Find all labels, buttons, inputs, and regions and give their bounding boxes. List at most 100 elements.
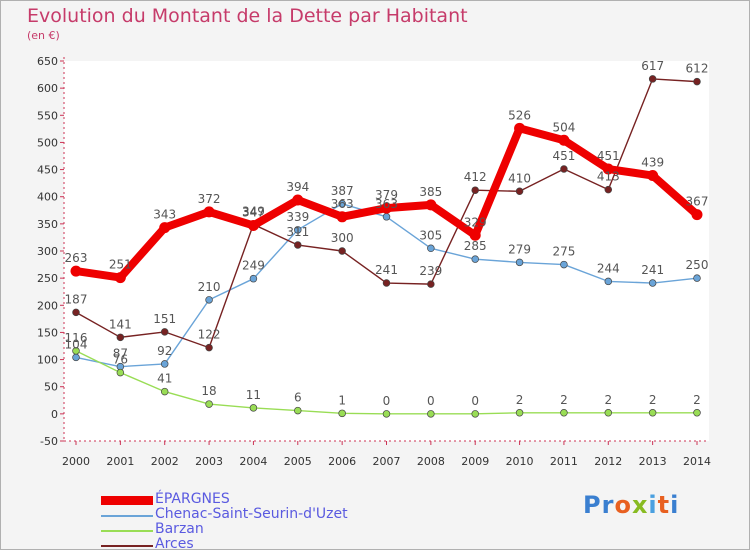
data-label: 285 (464, 239, 487, 253)
data-point (604, 277, 613, 286)
x-tick-label: 2007 (373, 455, 401, 468)
logo-letter: i (670, 491, 680, 519)
data-label: 11 (246, 388, 261, 402)
data-point (72, 308, 80, 317)
data-label: 141 (109, 317, 132, 331)
data-point (160, 328, 169, 336)
data-point (648, 75, 657, 83)
data-label: 41 (157, 372, 172, 386)
legend-swatch (101, 530, 153, 532)
x-tick-label: 2006 (328, 455, 356, 468)
legend-swatch (101, 545, 153, 547)
data-label: 451 (597, 149, 620, 163)
data-point (560, 165, 568, 173)
chart-unit: (en €) (27, 29, 60, 42)
data-point (382, 279, 391, 287)
y-tick-label: 50 (44, 381, 58, 394)
data-label: 504 (552, 120, 575, 134)
data-point (604, 409, 613, 417)
data-label: 367 (686, 195, 709, 209)
y-tick-label: 100 (37, 354, 58, 367)
data-point (469, 229, 481, 241)
data-point (427, 280, 435, 288)
data-label: 241 (375, 263, 398, 277)
data-point (72, 347, 80, 355)
data-point (427, 410, 435, 418)
data-point (515, 258, 524, 267)
data-point (515, 187, 524, 196)
data-label: 122 (198, 328, 221, 342)
data-label: 6 (294, 391, 302, 405)
y-tick-label: 650 (37, 55, 58, 68)
data-point (427, 244, 435, 253)
data-point (602, 163, 614, 175)
data-label: 394 (286, 180, 309, 194)
data-label: 305 (419, 228, 442, 242)
plot-area (64, 61, 709, 441)
data-point (338, 409, 346, 418)
x-tick-label: 2000 (62, 455, 90, 468)
data-label: 347 (242, 205, 265, 219)
data-point (247, 219, 259, 231)
data-label: 187 (65, 292, 88, 306)
legend-label: Chenac-Saint-Seurin-d'Uzet (155, 506, 348, 522)
logo-letter: r (601, 491, 615, 519)
data-label: 210 (198, 280, 221, 294)
x-tick-label: 2011 (550, 455, 578, 468)
x-tick-label: 2014 (683, 455, 711, 468)
y-tick-label: -50 (40, 435, 58, 448)
data-label: 379 (375, 188, 398, 202)
x-tick-label: 2005 (284, 455, 312, 468)
y-tick-label: 0 (51, 408, 58, 421)
data-label: 275 (552, 245, 575, 259)
data-point (425, 199, 437, 211)
data-label: 363 (331, 197, 354, 211)
data-point (382, 410, 391, 418)
data-point (205, 343, 213, 352)
data-label: 249 (242, 259, 265, 273)
y-tick-label: 200 (37, 299, 58, 312)
proxiti-logo: Proxiti (583, 491, 679, 519)
data-point (116, 333, 125, 342)
data-point (338, 247, 346, 255)
legend-label: ÉPARGNES (155, 491, 230, 507)
data-label: 526 (508, 108, 531, 122)
data-label: 2 (649, 393, 657, 407)
data-label: 251 (109, 258, 132, 272)
y-tick-label: 300 (37, 245, 58, 258)
data-point (205, 400, 213, 408)
x-tick-label: 2013 (639, 455, 667, 468)
data-label: 339 (286, 210, 309, 224)
x-tick-label: 2001 (106, 455, 134, 468)
data-label: 2 (516, 393, 524, 407)
data-label: 18 (201, 384, 216, 398)
y-tick-label: 450 (37, 164, 58, 177)
x-tick-label: 2002 (151, 455, 179, 468)
data-point (471, 186, 479, 194)
data-label: 279 (508, 242, 531, 256)
data-point (116, 368, 125, 377)
data-point (381, 202, 392, 214)
data-label: 0 (383, 394, 391, 408)
data-label: 311 (286, 225, 309, 239)
data-label: 612 (686, 62, 709, 76)
data-label: 343 (153, 208, 176, 222)
data-label: 241 (641, 263, 664, 277)
data-point (249, 274, 258, 283)
x-tick-label: 2008 (417, 455, 445, 468)
y-tick-label: 550 (37, 109, 58, 122)
data-point (560, 260, 568, 269)
x-tick-label: 2012 (594, 455, 622, 468)
data-label: 300 (331, 231, 354, 245)
data-label: 617 (641, 59, 664, 73)
data-point (294, 406, 302, 415)
chart-title: Evolution du Montant de la Dette par Hab… (27, 5, 468, 27)
data-label: 151 (153, 312, 176, 326)
data-point (205, 296, 213, 304)
data-label: 263 (65, 251, 88, 265)
data-point (70, 265, 82, 277)
data-point (604, 185, 613, 194)
data-point (203, 206, 215, 218)
data-point (336, 211, 348, 223)
data-label: 2 (693, 393, 701, 407)
